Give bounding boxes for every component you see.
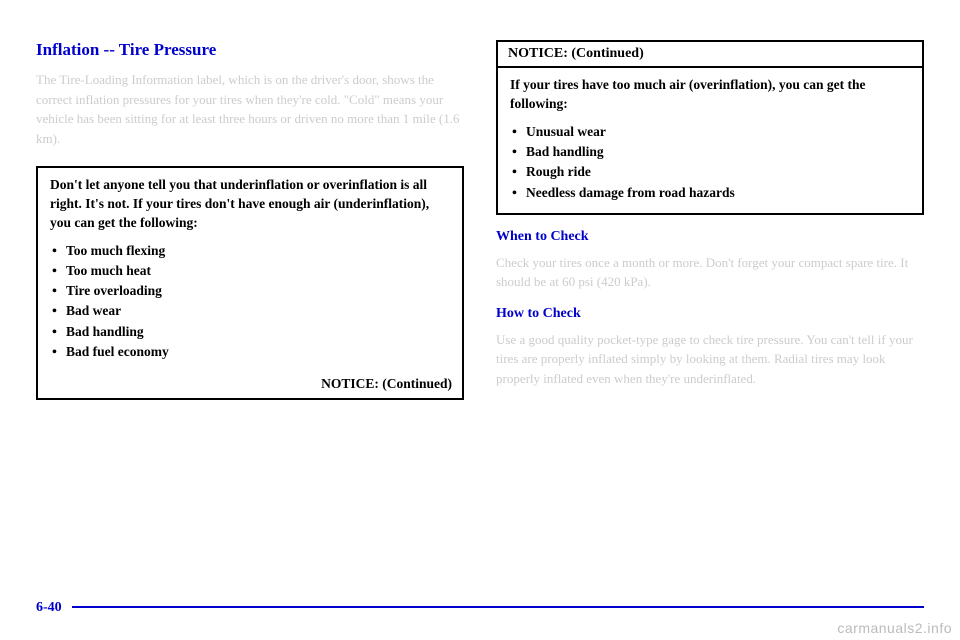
footer-rule	[72, 606, 924, 608]
list-item: Bad wear	[50, 301, 450, 321]
notice-box-overinflation: NOTICE: (Continued) If your tires have t…	[496, 40, 924, 215]
how-to-check-title: How to Check	[496, 306, 924, 322]
intro-paragraph: The Tire-Loading Information label, whic…	[36, 70, 464, 148]
list-item: Bad handling	[510, 142, 910, 162]
notice-continued-label: NOTICE: (Continued)	[38, 372, 462, 398]
left-column: Inflation -- Tire Pressure The Tire-Load…	[36, 40, 464, 400]
notice-intro: Don't let anyone tell you that underinfl…	[50, 176, 450, 233]
notice-body: If your tires have too much air (overinf…	[498, 68, 922, 213]
notice-body: Don't let anyone tell you that underinfl…	[38, 168, 462, 372]
underinflation-list: Too much flexing Too much heat Tire over…	[50, 241, 450, 363]
list-item: Too much heat	[50, 261, 450, 281]
notice-header: NOTICE: (Continued)	[498, 42, 922, 68]
notice-box-underinflation: Don't let anyone tell you that underinfl…	[36, 166, 464, 400]
right-column: NOTICE: (Continued) If your tires have t…	[496, 40, 924, 400]
when-to-check-title: When to Check	[496, 229, 924, 245]
list-item: Unusual wear	[510, 122, 910, 142]
watermark: carmanuals2.info	[837, 620, 952, 636]
list-item: Bad fuel economy	[50, 342, 450, 362]
list-item: Rough ride	[510, 162, 910, 182]
how-to-check-body: Use a good quality pocket-type gage to c…	[496, 330, 924, 389]
list-item: Bad handling	[50, 322, 450, 342]
page-number: 6-40	[36, 600, 62, 616]
when-to-check-body: Check your tires once a month or more. D…	[496, 253, 924, 292]
list-item: Too much flexing	[50, 241, 450, 261]
page-container: Inflation -- Tire Pressure The Tire-Load…	[0, 0, 960, 400]
section-title: Inflation -- Tire Pressure	[36, 40, 464, 60]
notice-intro: If your tires have too much air (overinf…	[510, 76, 910, 114]
overinflation-list: Unusual wear Bad handling Rough ride Nee…	[510, 122, 910, 203]
list-item: Needless damage from road hazards	[510, 183, 910, 203]
list-item: Tire overloading	[50, 281, 450, 301]
